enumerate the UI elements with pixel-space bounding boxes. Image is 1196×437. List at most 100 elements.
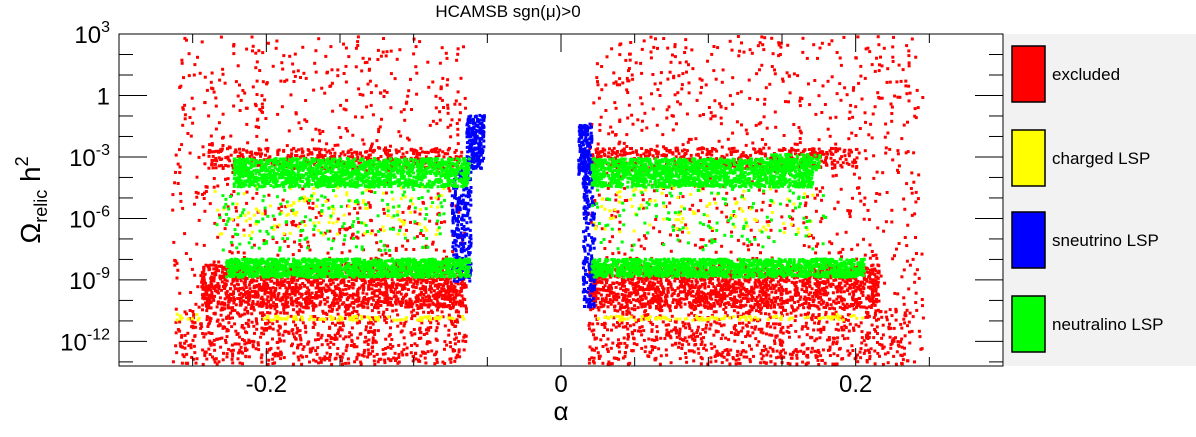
data-point	[391, 344, 395, 348]
data-point	[342, 42, 345, 46]
data-point	[760, 35, 764, 39]
data-point	[798, 129, 802, 133]
data-point	[379, 284, 383, 288]
data-point	[191, 121, 195, 125]
data-point	[356, 291, 360, 295]
data-point	[375, 352, 379, 356]
data-point	[356, 202, 360, 206]
data-point	[299, 127, 303, 130]
data-point	[711, 277, 714, 281]
data-point	[658, 290, 662, 294]
data-point	[456, 133, 460, 137]
data-point	[907, 49, 911, 53]
data-point	[750, 243, 754, 246]
data-point	[176, 328, 180, 331]
data-point	[285, 311, 289, 315]
data-point	[269, 298, 273, 302]
data-point	[767, 220, 771, 223]
data-point	[210, 290, 214, 294]
data-point	[701, 187, 705, 191]
data-point	[242, 228, 246, 232]
data-point	[231, 235, 235, 239]
data-point	[412, 282, 416, 286]
data-point	[429, 299, 433, 303]
data-point	[239, 302, 243, 306]
data-point	[227, 293, 231, 297]
data-point	[435, 122, 439, 126]
data-point	[207, 114, 211, 118]
data-point	[913, 280, 917, 284]
data-point	[406, 94, 410, 98]
data-point	[234, 303, 238, 307]
data-point	[203, 162, 207, 166]
data-point	[714, 286, 718, 290]
data-point	[831, 312, 835, 316]
data-point	[767, 284, 771, 288]
data-point	[627, 103, 631, 107]
data-point	[408, 300, 412, 304]
data-point	[429, 196, 433, 200]
data-point	[807, 296, 811, 300]
data-point	[329, 303, 333, 307]
data-point	[716, 302, 720, 306]
data-point	[863, 282, 867, 286]
data-point	[331, 301, 334, 305]
data-point	[260, 295, 264, 299]
data-point	[171, 193, 175, 197]
data-point	[758, 41, 762, 45]
data-point	[438, 61, 442, 65]
data-point	[185, 312, 188, 316]
data-point	[870, 63, 874, 67]
data-point	[749, 297, 753, 301]
data-point	[855, 298, 858, 302]
data-point	[687, 335, 691, 339]
data-point	[859, 288, 862, 291]
data-point	[403, 118, 407, 122]
data-point	[416, 294, 419, 298]
data-point	[865, 306, 869, 310]
data-point	[813, 269, 817, 273]
data-point	[386, 303, 390, 307]
data-point	[283, 294, 287, 297]
data-point	[634, 282, 638, 286]
data-point	[623, 199, 627, 202]
data-point	[738, 321, 741, 325]
data-point	[601, 297, 604, 301]
data-point	[354, 279, 358, 283]
data-point	[874, 253, 878, 257]
data-point	[758, 68, 761, 72]
data-point	[871, 112, 875, 116]
data-point	[703, 278, 707, 282]
data-point	[183, 36, 187, 40]
data-point	[244, 306, 248, 310]
data-point	[366, 306, 370, 310]
data-point	[831, 306, 835, 310]
data-point	[761, 200, 765, 204]
data-point	[271, 64, 275, 68]
data-point	[783, 226, 787, 230]
data-point	[370, 287, 374, 291]
data-point	[236, 250, 240, 254]
data-point	[814, 251, 818, 255]
data-point	[718, 102, 722, 106]
data-point	[210, 275, 214, 279]
data-point	[835, 51, 839, 54]
data-point	[356, 287, 360, 291]
data-point	[750, 290, 754, 294]
data-point	[216, 282, 220, 286]
data-point	[830, 282, 833, 286]
data-point	[713, 114, 717, 118]
data-point	[201, 287, 205, 291]
data-point	[199, 274, 203, 278]
data-point	[820, 198, 823, 202]
data-point	[839, 187, 843, 191]
data-point	[876, 226, 880, 230]
data-point	[735, 299, 739, 302]
data-point	[221, 267, 225, 271]
data-point	[378, 228, 382, 232]
data-point	[226, 303, 230, 307]
data-point	[419, 299, 423, 303]
data-point	[457, 210, 461, 214]
data-point	[612, 71, 616, 75]
data-point	[662, 303, 666, 307]
